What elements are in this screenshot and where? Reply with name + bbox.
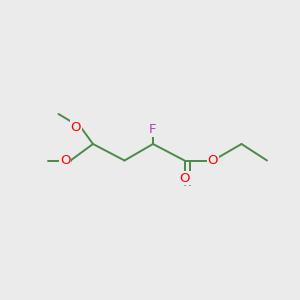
Text: O: O <box>70 121 81 134</box>
Text: O: O <box>60 154 70 167</box>
Text: F: F <box>149 123 157 136</box>
Text: O: O <box>179 172 190 184</box>
Text: O: O <box>208 154 218 167</box>
